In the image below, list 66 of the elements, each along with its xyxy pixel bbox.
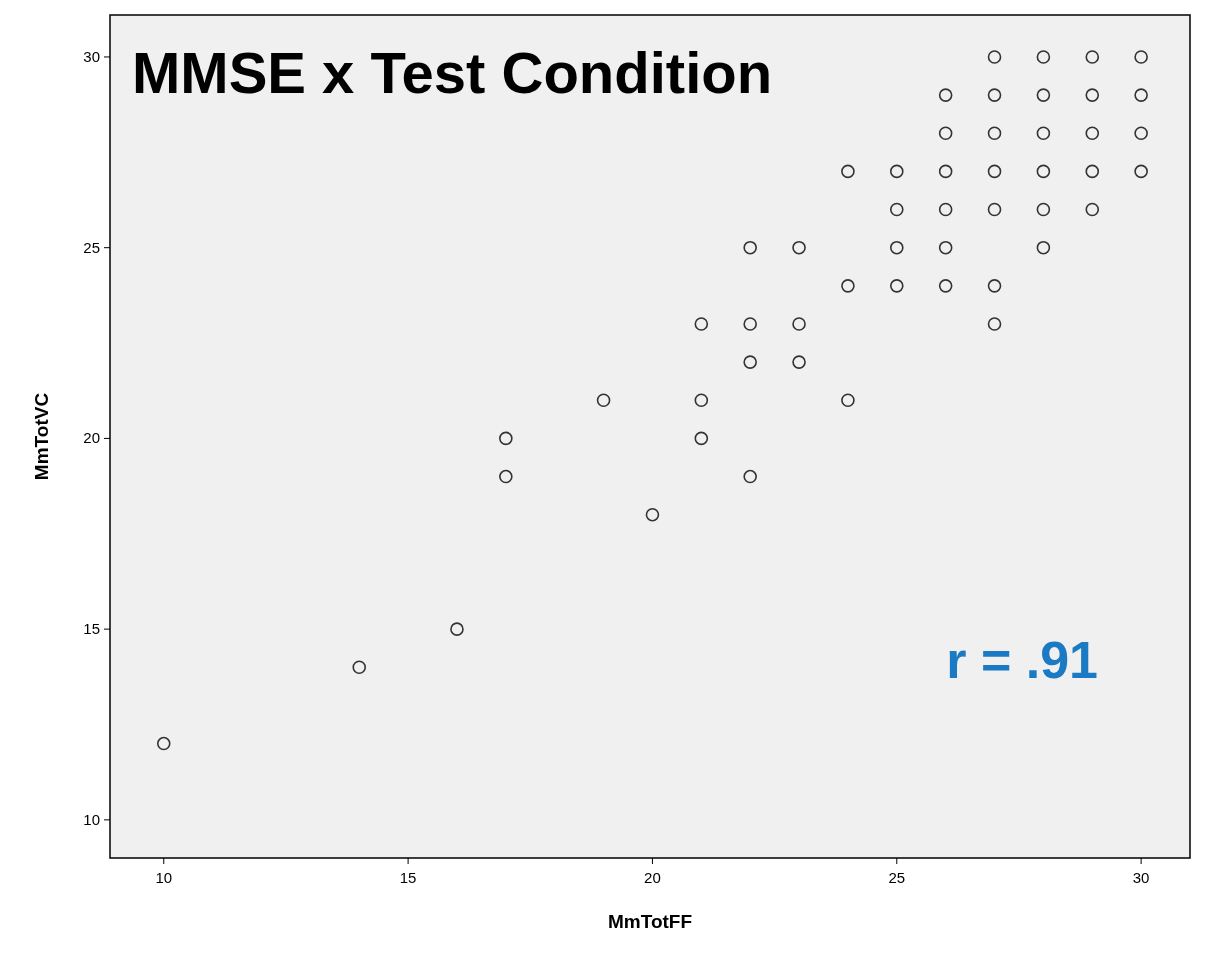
point xyxy=(841,279,855,293)
y-axis-title: MmTotVC xyxy=(31,392,52,481)
point xyxy=(743,240,757,255)
point xyxy=(694,431,709,446)
y-tick-label: 30 xyxy=(83,47,100,65)
point xyxy=(1085,50,1100,64)
x-tick-label: 15 xyxy=(399,869,417,886)
chart-title: MMSE x Test Condition xyxy=(132,40,773,105)
point xyxy=(694,393,709,408)
y-tick-label: 25 xyxy=(83,238,100,256)
point xyxy=(792,240,806,255)
point xyxy=(889,202,904,217)
point xyxy=(889,164,904,179)
point xyxy=(1134,164,1148,179)
point xyxy=(792,317,806,331)
point xyxy=(1036,126,1051,141)
y-tick-label: 10 xyxy=(83,810,100,828)
point xyxy=(987,202,1002,217)
point xyxy=(938,279,953,293)
point xyxy=(499,469,513,484)
point xyxy=(694,317,709,331)
point xyxy=(1036,88,1051,102)
point xyxy=(938,164,953,179)
point xyxy=(987,164,1002,179)
x-axis-title: MmTotFF xyxy=(607,911,693,932)
point xyxy=(987,50,1002,64)
point xyxy=(938,126,953,141)
point xyxy=(499,431,513,446)
point xyxy=(352,660,367,675)
point xyxy=(1036,202,1051,217)
x-tick-label: 30 xyxy=(1132,869,1150,886)
point xyxy=(938,202,953,217)
point xyxy=(743,469,757,484)
point xyxy=(645,507,660,522)
point xyxy=(938,88,953,102)
point xyxy=(450,622,464,636)
point xyxy=(1036,240,1051,255)
point xyxy=(1085,88,1100,102)
point xyxy=(987,126,1002,141)
point xyxy=(841,393,855,408)
point xyxy=(1085,164,1100,179)
x-tick-label: 25 xyxy=(888,869,906,886)
x-tick-label: 20 xyxy=(644,869,661,886)
point xyxy=(1085,202,1100,217)
point xyxy=(156,736,171,751)
point xyxy=(841,164,855,179)
point xyxy=(987,279,1002,293)
x-tick-label: 10 xyxy=(155,869,173,886)
annotation: r = .91 xyxy=(946,631,1098,689)
point xyxy=(743,355,757,369)
point xyxy=(889,279,904,293)
point xyxy=(596,393,611,408)
point xyxy=(889,240,904,255)
point xyxy=(1134,88,1148,102)
point xyxy=(792,355,806,369)
point xyxy=(1036,164,1051,179)
point xyxy=(987,88,1002,102)
point xyxy=(987,317,1002,331)
point xyxy=(1085,126,1100,141)
point xyxy=(1134,50,1148,64)
y-tick-label: 20 xyxy=(83,429,100,447)
point xyxy=(1134,126,1148,141)
y-tick-label: 15 xyxy=(83,620,100,638)
point xyxy=(743,317,757,331)
point xyxy=(1036,50,1051,64)
point xyxy=(938,240,953,255)
